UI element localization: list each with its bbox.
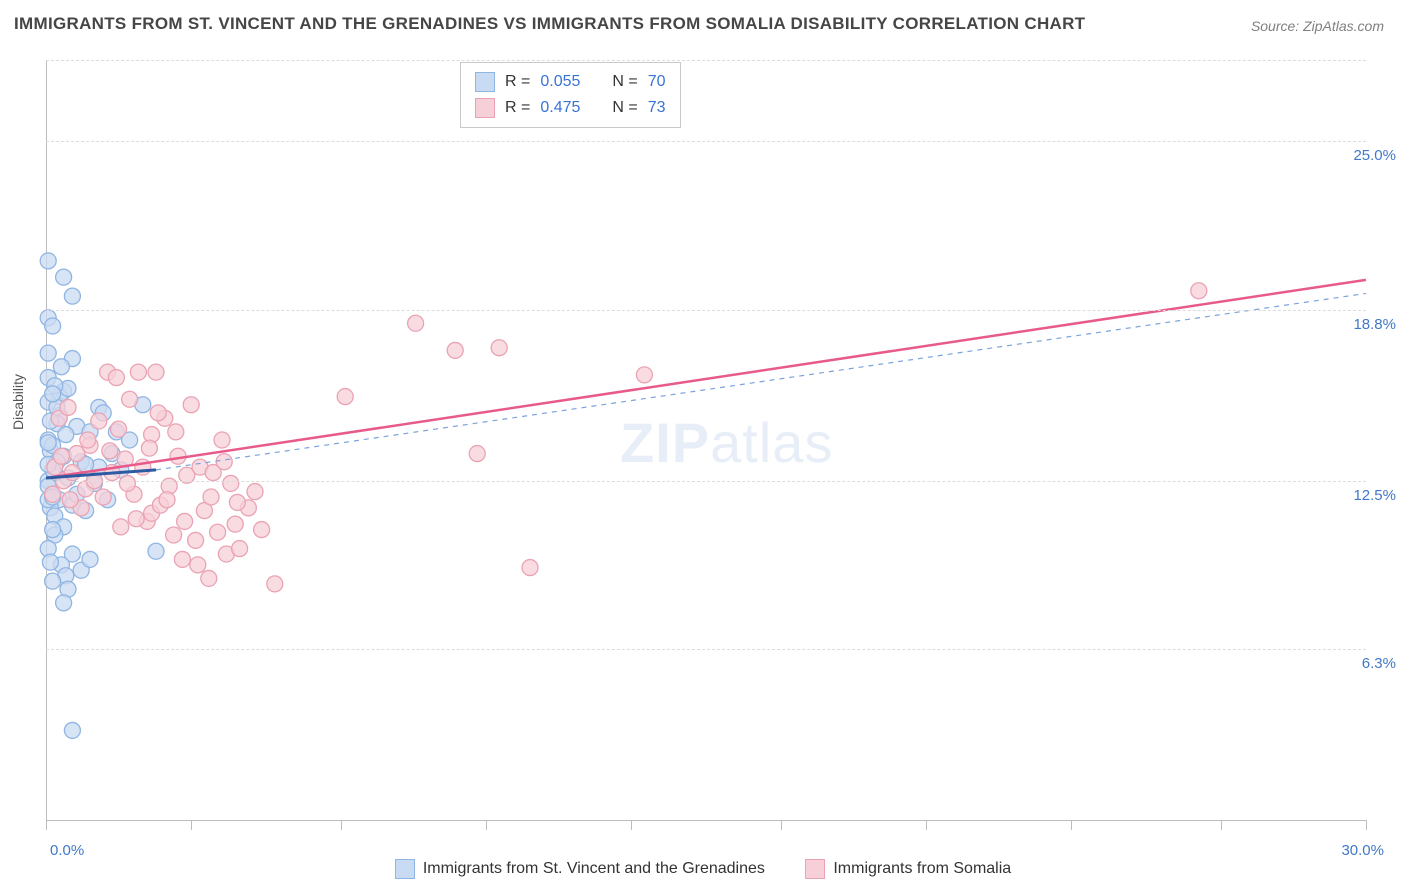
scatter-plot [46,60,1366,820]
y-tick-label: 6.3% [1362,655,1396,672]
r-value-2: 0.475 [540,95,580,121]
source-label: Source: ZipAtlas.com [1251,18,1384,34]
grid-line [46,481,1366,482]
grid-line [46,60,1366,61]
x-tick-label-right: 30.0% [1341,842,1384,859]
grid-line [46,310,1366,311]
n-value-1: 70 [648,69,666,95]
x-tick [341,820,342,830]
x-tick [1366,820,1367,830]
n-label-1: N = [612,69,637,95]
grid-line [46,141,1366,142]
n-value-2: 73 [648,95,666,121]
legend-bottom-swatch-blue [395,859,415,879]
y-tick-label: 25.0% [1353,147,1396,164]
n-label-2: N = [612,95,637,121]
legend-swatch-pink [475,98,495,118]
legend-bottom-item-1: Immigrants from St. Vincent and the Gren… [395,859,765,879]
legend-bottom-item-2: Immigrants from Somalia [805,859,1011,879]
x-tick-label-left: 0.0% [50,842,84,859]
x-tick [191,820,192,830]
legend-top-row-2: R = 0.475 N = 73 [475,95,666,121]
x-tick [926,820,927,830]
x-tick [781,820,782,830]
y-tick-label: 18.8% [1353,316,1396,333]
legend-bottom-label-2: Immigrants from Somalia [833,860,1011,878]
legend-bottom: Immigrants from St. Vincent and the Gren… [0,859,1406,884]
r-label-1: R = [505,69,530,95]
x-tick [1071,820,1072,830]
legend-bottom-swatch-pink [805,859,825,879]
y-tick-label: 12.5% [1353,487,1396,504]
legend-top-row-1: R = 0.055 N = 70 [475,69,666,95]
x-tick [1221,820,1222,830]
legend-swatch-blue [475,72,495,92]
legend-top: R = 0.055 N = 70 R = 0.475 N = 73 [460,62,681,128]
grid-line [46,649,1366,650]
x-tick [46,820,47,830]
x-tick [631,820,632,830]
r-value-1: 0.055 [540,69,580,95]
x-axis-line [46,820,1366,821]
chart-title: IMMIGRANTS FROM ST. VINCENT AND THE GREN… [14,14,1085,34]
x-tick [486,820,487,830]
legend-bottom-label-1: Immigrants from St. Vincent and the Gren… [423,860,765,878]
y-axis-label: Disability [10,374,26,430]
r-label-2: R = [505,95,530,121]
